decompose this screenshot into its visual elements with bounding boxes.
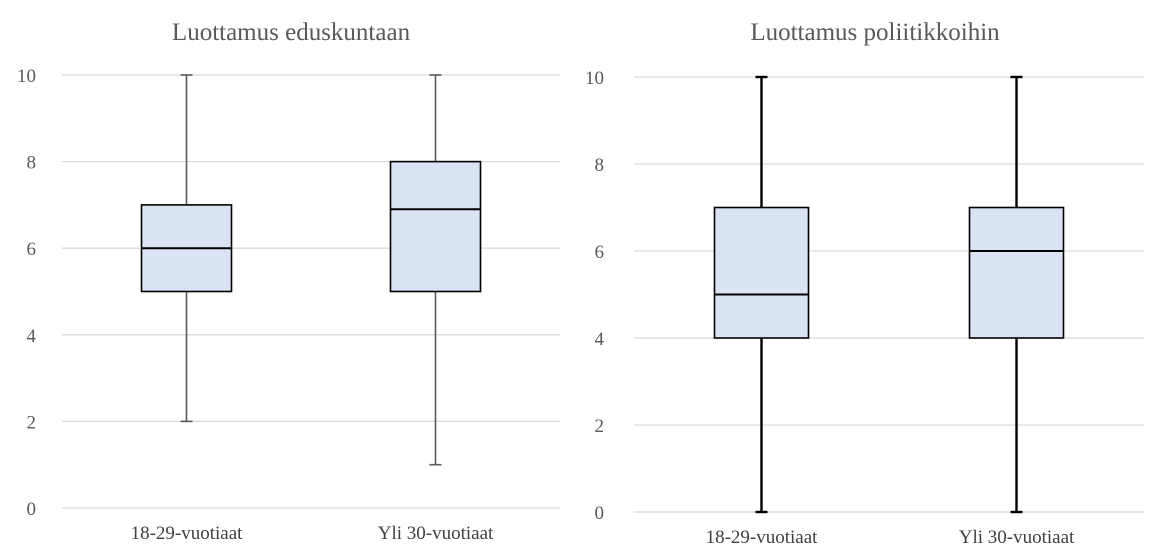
x-category-label: 18-29-vuotiaat [706, 527, 819, 548]
y-tick-label: 8 [27, 153, 37, 174]
y-tick-label: 10 [585, 68, 604, 89]
x-category-label: Yli 30-vuotiaat [959, 527, 1075, 548]
x-category-label: Yli 30-vuotiaat [378, 523, 494, 544]
y-tick-label: 4 [595, 329, 605, 350]
box-iqr [389, 160, 482, 293]
box-iqr [713, 206, 810, 339]
y-tick-label: 6 [595, 242, 605, 263]
chart-title: Luottamus eduskuntaan [172, 19, 411, 46]
chart-panel-poliitikot: Luottamus poliitikkoihin 0 2 4 6 8 10 18-29-vu… [576, 0, 1152, 549]
y-tick-label: 0 [27, 499, 37, 520]
boxplot-poliitikot: Luottamus poliitikkoihin 0 2 4 6 8 10 18-29-vu… [585, 19, 1144, 548]
y-tick-label: 4 [27, 326, 37, 347]
y-tick-label: 0 [595, 503, 605, 524]
chart-title: Luottamus poliitikkoihin [750, 19, 1000, 46]
y-tick-label: 8 [595, 155, 605, 176]
plot-area: 0 2 4 6 8 10 18-29-vuotiaat Yli 30-vuotiaat [585, 68, 1144, 548]
box-iqr [968, 206, 1065, 339]
y-tick-label: 10 [17, 66, 36, 87]
y-tick-label: 2 [27, 412, 37, 433]
y-tick-label: 6 [27, 239, 37, 260]
boxplot-eduskunta: Luottamus eduskuntaan 0 2 4 6 8 10 18-29-vuoti… [17, 19, 560, 544]
plot-area: 0 2 4 6 8 10 18-29-vuotiaat Yli 30-vuotiaat [17, 66, 560, 544]
y-tick-label: 2 [595, 416, 605, 437]
chart-panel-eduskunta: Luottamus eduskuntaan 0 2 4 6 8 10 18-29-vuoti… [17, 19, 560, 544]
x-category-label: 18-29-vuotiaat [131, 523, 244, 544]
